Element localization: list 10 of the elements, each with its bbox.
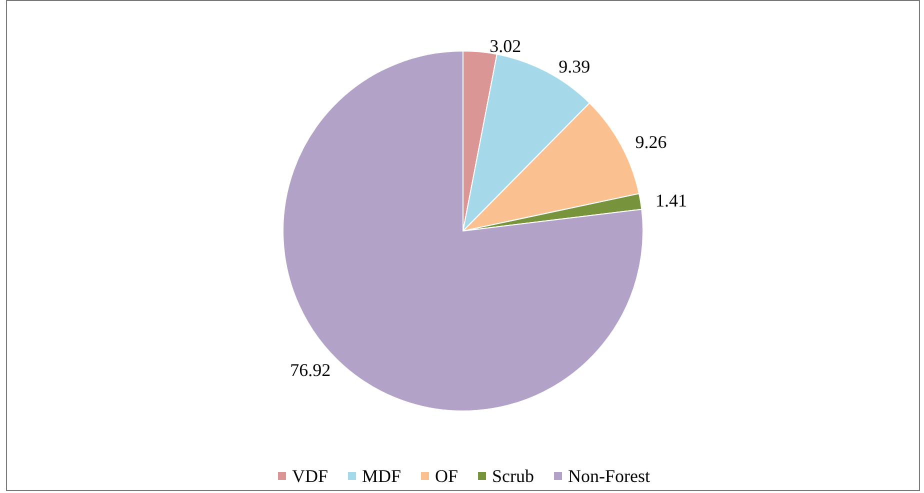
legend-label: Scrub xyxy=(492,466,534,486)
data-label: 3.02 xyxy=(490,36,522,56)
data-label: 76.92 xyxy=(290,360,331,380)
legend-label: VDF xyxy=(292,466,328,486)
legend-label: Non-Forest xyxy=(568,466,650,486)
data-label: 9.39 xyxy=(558,56,590,76)
data-label: 9.26 xyxy=(635,132,667,152)
legend-label: OF xyxy=(435,466,458,486)
legend-label: MDF xyxy=(362,466,402,486)
data-label: 1.41 xyxy=(655,190,687,210)
